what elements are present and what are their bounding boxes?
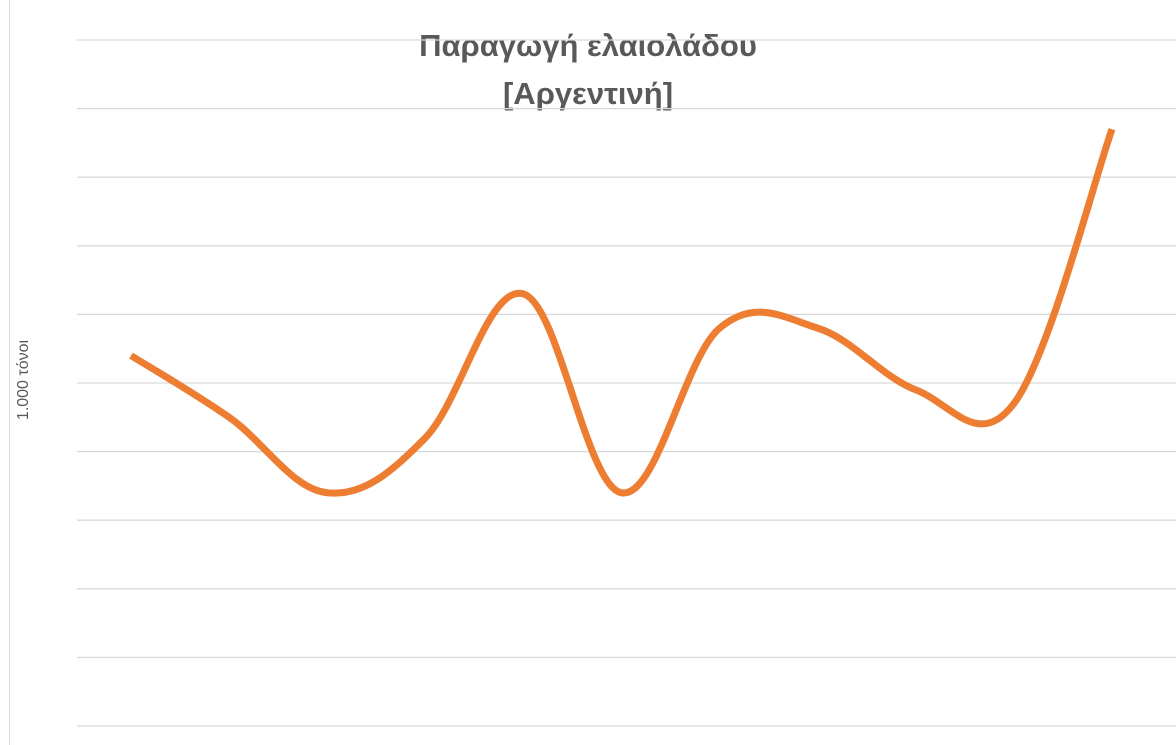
- chart-title: Παραγωγή ελαιολάδου [Αργεντινή]: [0, 22, 1176, 118]
- series-line: [129, 128, 1116, 497]
- series-group: [129, 128, 1116, 497]
- chart-subtitle: [Αργεντινή]: [502, 76, 674, 111]
- chart-area: [9, 0, 1176, 745]
- chart-title-line1: Παραγωγή ελαιολάδου: [419, 28, 757, 63]
- gridlines: [77, 39, 1176, 727]
